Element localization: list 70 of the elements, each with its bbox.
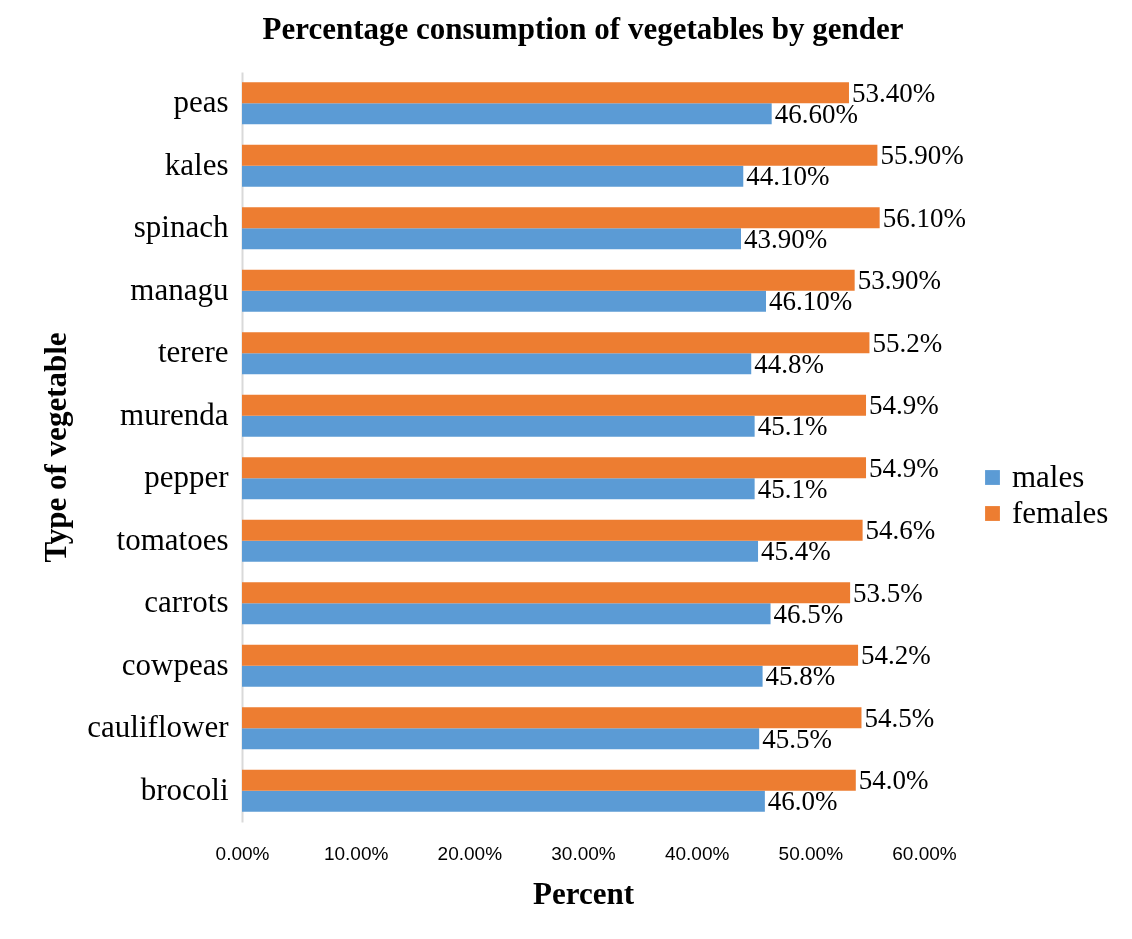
bar [242, 707, 862, 729]
bar [242, 415, 755, 437]
y-tick-label: peas [173, 84, 229, 120]
data-label: 53.5% [853, 577, 923, 608]
data-label: 55.90% [880, 140, 964, 171]
bar [242, 457, 867, 479]
y-tick-label: managu [130, 271, 229, 307]
bar [242, 582, 851, 604]
data-label: 56.10% [882, 202, 966, 233]
bar [242, 644, 859, 666]
bar [242, 665, 763, 687]
data-label: 54.0% [858, 765, 929, 796]
bar [242, 332, 870, 354]
data-label: 45.5% [762, 723, 832, 754]
data-label: 43.90% [744, 223, 828, 254]
bar [242, 144, 878, 166]
y-tick-label: spinach [133, 209, 229, 245]
data-label: 44.8% [754, 348, 824, 379]
y-tick-label: murenda [120, 396, 229, 432]
y-tick-label: terere [157, 334, 229, 370]
y-tick-label: pepper [144, 459, 230, 495]
bar [242, 269, 855, 291]
data-label: 44.10% [746, 161, 830, 192]
bar [242, 540, 759, 562]
bar [242, 790, 765, 812]
bar [242, 353, 752, 375]
x-tick-label: 20.00% [437, 842, 503, 864]
data-label: 45.4% [761, 536, 831, 567]
data-label: 54.5% [864, 702, 935, 733]
data-label: 46.10% [769, 286, 853, 317]
data-label: 54.6% [865, 515, 936, 546]
data-label: 46.0% [767, 786, 838, 817]
x-tick-label: 10.00% [323, 842, 389, 864]
bar [242, 103, 772, 125]
y-axis-title: Type of vegetable [38, 332, 74, 563]
x-tick-label: 60.00% [892, 842, 957, 864]
x-tick-label: 30.00% [551, 842, 616, 864]
bar [242, 82, 849, 104]
legend-label: females [1012, 494, 1109, 530]
bar [242, 165, 744, 187]
data-label: 54.9% [869, 390, 939, 421]
x-axis-title: Percent [533, 875, 635, 911]
y-tick-label: tomatoes [116, 521, 229, 557]
bar [242, 394, 867, 416]
x-tick-label: 40.00% [664, 842, 730, 864]
bar [242, 728, 760, 750]
y-tick-label: kales [164, 146, 229, 182]
data-label: 45.1% [757, 473, 828, 504]
bar [242, 478, 755, 500]
data-label: 53.90% [857, 265, 941, 296]
x-tick-label: 0.00% [215, 842, 270, 864]
bar [242, 769, 856, 791]
data-label: 55.2% [872, 327, 943, 358]
data-label: 45.1% [757, 411, 828, 442]
x-tick-label: 50.00% [778, 842, 844, 864]
chart-title: Percentage consumption of vegetables by gender [262, 11, 904, 46]
bar [242, 228, 741, 250]
bar [242, 207, 880, 229]
bar [242, 290, 766, 312]
data-label: 54.2% [861, 640, 931, 671]
y-tick-label: carrots [144, 584, 229, 620]
y-tick-label: brocoli [140, 771, 229, 807]
y-tick-label: cauliflower [87, 709, 230, 745]
data-label: 46.5% [773, 598, 844, 629]
y-tick-label: cowpeas [121, 646, 229, 682]
bar [242, 519, 863, 541]
data-label: 54.9% [869, 452, 939, 483]
legend-label: males [1012, 458, 1085, 494]
bar [242, 603, 771, 625]
data-label: 45.8% [765, 661, 836, 692]
